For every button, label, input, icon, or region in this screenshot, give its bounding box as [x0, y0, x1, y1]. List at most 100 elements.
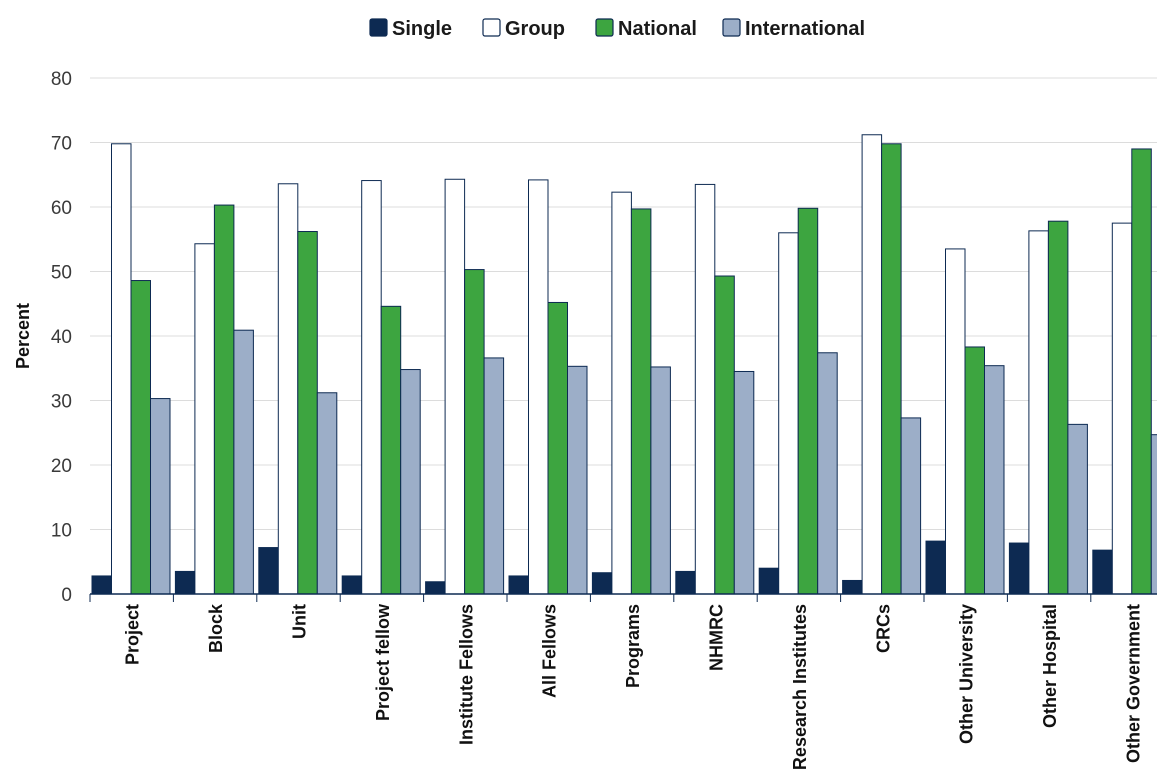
- x-category-label-project-fellow: Project fellow: [373, 603, 393, 721]
- bar-single-programs: [591, 572, 613, 595]
- bar-international-project: [150, 398, 171, 595]
- bar-single-all-fellows: [508, 575, 529, 595]
- legend-label-group: Group: [505, 18, 565, 40]
- bar-national-all-fellows: [547, 301, 568, 595]
- bar-national-other-hospital: [1047, 220, 1069, 595]
- bar-national-project-fellow: [380, 305, 402, 595]
- x-category-label-other-hospital: Other Hospital: [1040, 604, 1060, 728]
- bar-group-project-fellow: [341, 180, 421, 595]
- y-tick-label-50: 50: [51, 263, 72, 284]
- x-category-label-nhmrc: NHMRC: [707, 604, 727, 671]
- y-axis-title: Percent: [13, 303, 33, 369]
- x-category-label-institute-fellows: Institute Fellows: [456, 604, 476, 745]
- bar-single-unit: [258, 547, 279, 595]
- bar-group-research-institutes: [778, 232, 799, 595]
- bar-international-institute-fellows: [483, 357, 505, 595]
- bar-single-block: [174, 570, 196, 595]
- legend-label-single: Single: [392, 18, 452, 40]
- y-tick-label-60: 60: [51, 198, 72, 219]
- bar-national-crcs: [881, 143, 902, 595]
- bar-single-nhmrc: [675, 570, 696, 595]
- legend-item-single: Single: [369, 18, 452, 40]
- legend-swatch-single: [369, 18, 388, 37]
- bar-international-other-university: [984, 365, 1005, 595]
- x-category-label-project: Project: [123, 604, 143, 665]
- bar-group-nhmrc: [675, 183, 755, 595]
- x-category-label-crcs: CRCs: [873, 604, 893, 653]
- y-tick-label-0: 0: [61, 585, 72, 606]
- legend-item-group: Group: [482, 18, 565, 40]
- bar-single-project-fellow: [341, 575, 363, 595]
- legend-label-national: National: [618, 18, 697, 40]
- bar-international-research-institutes: [817, 352, 838, 595]
- legend-item-national: National: [595, 18, 697, 40]
- bar-group-project: [91, 143, 171, 595]
- bar-international-all-fellows: [567, 365, 588, 595]
- bars: [91, 134, 1157, 595]
- bar-group-all-fellows: [508, 179, 588, 595]
- legend-swatch-international: [722, 18, 741, 37]
- y-tick-label-80: 80: [51, 69, 72, 90]
- bar-group-crcs: [861, 134, 883, 595]
- bar-group-all-fellows: [528, 179, 549, 595]
- bar-international-nhmrc: [733, 370, 755, 595]
- bar-group-institute-fellows: [425, 178, 505, 595]
- bar-single-research-institutes: [758, 567, 780, 595]
- y-tick-label-70: 70: [51, 134, 72, 155]
- bar-international-programs: [650, 366, 671, 595]
- legend-label-international: International: [745, 18, 865, 40]
- x-category-label-other-government: Other Government: [1124, 604, 1144, 763]
- x-axis: Project Block Unit Project fellow Institute …: [89, 593, 1157, 770]
- bar-single-other-hospital: [1008, 542, 1030, 595]
- bar-national-nhmrc: [714, 275, 735, 595]
- bar-group-other-university: [925, 248, 1005, 595]
- bar-group-other-government: [1111, 222, 1133, 595]
- bar-national-other-university: [964, 346, 985, 595]
- bar-international-crcs: [900, 417, 922, 595]
- bar-group-other-hospital: [1008, 220, 1088, 595]
- bar-group-programs: [611, 191, 632, 595]
- bar-group-other-university: [945, 248, 966, 595]
- bar-group-project-fellow: [361, 180, 382, 595]
- x-category-label-unit: Unit: [290, 604, 310, 639]
- bar-international-other-government: [1150, 434, 1157, 595]
- y-tick-label-20: 20: [51, 456, 72, 477]
- y-axis: 0 10 20 30 40 50 60 70 80: [51, 69, 72, 606]
- legend-swatch-national: [595, 18, 614, 37]
- x-category-label-all-fellows: All Fellows: [540, 604, 560, 698]
- bar-international-project-fellow: [400, 369, 421, 595]
- bar-group-nhmrc: [694, 183, 716, 595]
- bar-single-institute-fellows: [425, 581, 446, 595]
- x-category-label-block: Block: [206, 603, 226, 653]
- bar-group-research-institutes: [758, 207, 838, 595]
- legend-swatch-group: [482, 18, 501, 37]
- bar-international-unit: [316, 392, 338, 595]
- y-tick-label-40: 40: [51, 327, 72, 348]
- bar-group-institute-fellows: [444, 178, 466, 595]
- bar-national-project: [130, 280, 151, 595]
- bar-national-block: [213, 204, 235, 595]
- bar-single-project: [91, 575, 112, 595]
- bar-group-unit: [277, 183, 299, 595]
- y-tick-label-30: 30: [51, 392, 72, 413]
- bar-single-other-government: [1092, 549, 1113, 595]
- chart-legend: Single Group National International: [369, 18, 865, 40]
- bar-group-programs: [591, 191, 671, 595]
- x-category-label-other-university: Other University: [957, 604, 977, 744]
- bar-group-project: [111, 143, 132, 595]
- legend-item-international: International: [722, 18, 865, 40]
- x-category-label-research-institutes: Research Institutes: [790, 604, 810, 770]
- bar-national-institute-fellows: [464, 269, 485, 595]
- x-category-label-programs: Programs: [623, 604, 643, 688]
- bar-single-crcs: [842, 579, 863, 595]
- bar-international-other-hospital: [1067, 423, 1088, 595]
- bar-single-other-university: [925, 540, 946, 595]
- bar-national-research-institutes: [797, 207, 819, 595]
- bar-national-unit: [297, 231, 318, 595]
- bar-group-other-hospital: [1028, 230, 1049, 595]
- bar-group-other-government: [1092, 148, 1157, 595]
- bar-national-other-government: [1131, 148, 1152, 595]
- bar-group-block: [194, 243, 215, 595]
- bar-national-programs: [630, 208, 652, 595]
